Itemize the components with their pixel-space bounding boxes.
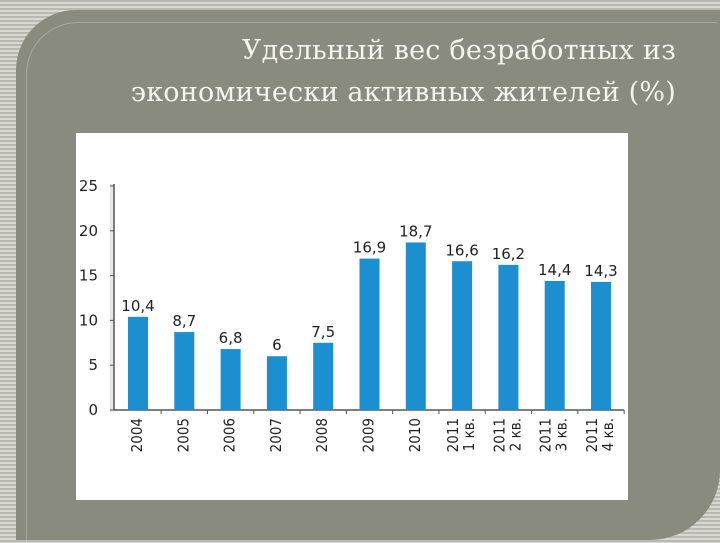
bar [128, 316, 148, 410]
x-tick-label-line: 2011 [537, 418, 555, 452]
x-tick-label: 2009 [360, 418, 378, 452]
data-label: 16,2 [492, 245, 525, 263]
decorative-frame-line [26, 22, 717, 543]
x-tick-label: 2005 [174, 418, 192, 452]
y-tick-label: 25 [79, 177, 98, 195]
data-label: 10,4 [121, 297, 154, 315]
bar [359, 258, 380, 410]
data-label: 6,8 [219, 329, 243, 347]
bar [591, 281, 611, 410]
x-tick-label-line: 2 кв. [506, 418, 524, 451]
data-label: 14,3 [584, 262, 617, 280]
x-tick-label-line: 2009 [360, 418, 378, 452]
chart-area: 0 5 10 15 20 25 10,4 2004 8,7 2005 6,8 2006 6 2007 7,5… [76, 133, 628, 500]
data-label: 16,9 [353, 239, 386, 257]
x-tick-label-line: 2010 [406, 418, 424, 452]
y-tick-label: 15 [79, 267, 98, 285]
x-tick-label-line: 1 кв. [460, 418, 478, 451]
bar [544, 280, 565, 410]
x-tick-label-line: 2011 [583, 418, 601, 452]
x-tick-label: 2010 [406, 418, 424, 452]
x-tick-label: 2008 [313, 418, 331, 452]
bar [266, 356, 287, 410]
y-axis-shade [110, 184, 114, 412]
chart-title-line-1: Удельный вес безработных из [241, 35, 676, 66]
data-label: 18,7 [399, 222, 432, 240]
chart-title-line-2: экономически активных жителей (%) [130, 77, 676, 108]
bar [452, 261, 473, 410]
data-label: 14,4 [538, 261, 571, 279]
chart-title: Удельный вес безработных из экономически… [76, 30, 676, 114]
x-tick-label-line: 2011 [490, 418, 508, 452]
data-label: 7,5 [311, 323, 335, 341]
y-tick-label: 10 [79, 311, 98, 329]
x-tick-label-line: 3 кв. [553, 418, 571, 451]
x-tick-label: 2006 [221, 418, 239, 452]
bar [405, 242, 426, 410]
data-label: 8,7 [172, 312, 196, 330]
bar [313, 342, 334, 410]
x-tick-label-line: 2005 [174, 418, 192, 452]
x-tick-label-line: 2008 [313, 418, 331, 452]
y-tick-label: 5 [88, 356, 98, 374]
data-label: 6 [272, 336, 282, 354]
x-tick-label-line: 2007 [267, 418, 285, 452]
bar [174, 332, 195, 410]
y-tick-label: 20 [79, 222, 98, 240]
bar-chart: 0 5 10 15 20 25 10,4 2004 8,7 2005 6,8 2006 6 2007 7,5… [79, 177, 625, 452]
data-label: 16,6 [445, 241, 478, 259]
bar [220, 349, 241, 410]
x-tick-label: 2004 [128, 418, 146, 452]
y-tick-label: 0 [88, 401, 98, 419]
x-tick-label: 2007 [267, 418, 285, 452]
x-tick-label-line: 2006 [221, 418, 239, 452]
x-tick-label-line: 2004 [128, 418, 146, 452]
bar [498, 264, 519, 410]
x-tick-label-line: 2011 [444, 418, 462, 452]
x-tick-label-line: 4 кв. [599, 418, 617, 451]
